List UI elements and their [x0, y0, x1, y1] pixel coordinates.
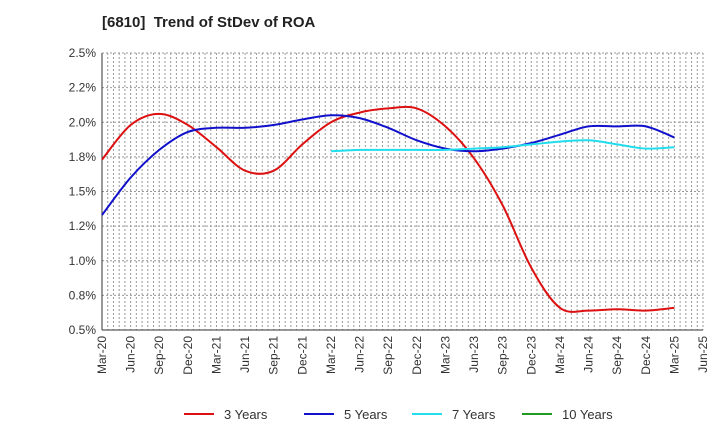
- x-tick-label: Mar-23: [438, 336, 452, 374]
- x-tick-label: Mar-20: [95, 336, 109, 374]
- series-line-3: [330, 139, 675, 153]
- y-tick-label: 1.8%: [69, 150, 97, 164]
- x-tick-label: Dec-24: [639, 336, 653, 375]
- x-tick-label: Mar-21: [209, 336, 223, 374]
- x-tick-label: Dec-22: [410, 336, 424, 375]
- legend-label-3: 7 Years: [452, 407, 496, 422]
- y-tick-label: 1.0%: [69, 254, 97, 268]
- y-tick-label: 2.0%: [69, 115, 97, 129]
- x-tick-label: Jun-22: [353, 336, 367, 373]
- x-tick-label: Jun-21: [238, 336, 252, 373]
- x-tick-label: Dec-20: [181, 336, 195, 375]
- y-tick-label: 0.8%: [69, 288, 97, 302]
- x-tick-label: Sep-24: [610, 336, 624, 375]
- x-tick-label: Sep-22: [381, 336, 395, 375]
- legend-label-1: 3 Years: [224, 407, 268, 422]
- y-tick-label: 2.2%: [69, 81, 97, 95]
- legend-label-2: 5 Years: [344, 407, 388, 422]
- x-tick-label: Sep-23: [496, 336, 510, 375]
- series-line-2: [101, 114, 675, 216]
- chart-title: [6810] Trend of StDev of ROA: [102, 14, 316, 31]
- y-tick-label: 1.2%: [69, 219, 97, 233]
- y-tick-label: 1.5%: [69, 185, 97, 199]
- x-tick-label: Jun-20: [124, 336, 138, 373]
- x-tick-label: Jun-23: [467, 336, 481, 373]
- legend-label-4: 10 Years: [562, 407, 613, 422]
- x-tick-label: Sep-20: [152, 336, 166, 375]
- x-tick-label: Mar-25: [667, 336, 681, 374]
- x-tick-label: Mar-22: [324, 336, 338, 374]
- x-tick-label: Sep-21: [267, 336, 281, 375]
- y-tick-label: 0.5%: [69, 323, 97, 337]
- x-tick-label: Mar-24: [553, 336, 567, 374]
- series-line-1: [101, 105, 675, 313]
- y-tick-label: 2.5%: [69, 46, 97, 60]
- x-tick-label: Jun-25: [696, 336, 710, 373]
- x-tick-label: Dec-21: [295, 336, 309, 375]
- x-tick-label: Jun-24: [582, 336, 596, 373]
- x-tick-label: Dec-23: [524, 336, 538, 375]
